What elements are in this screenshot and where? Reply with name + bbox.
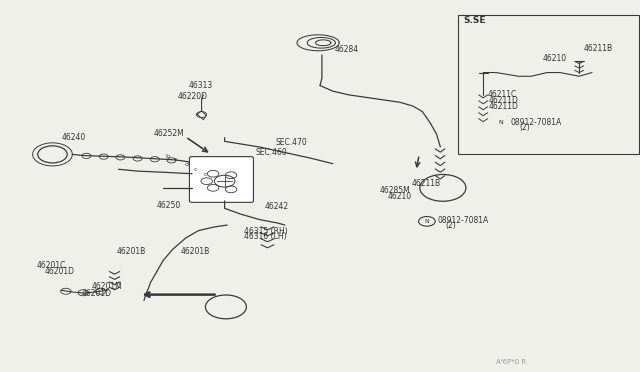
Text: N: N (424, 219, 429, 224)
Text: (2): (2) (445, 221, 456, 230)
Text: 46284: 46284 (335, 45, 359, 54)
Text: 08912-7081A: 08912-7081A (511, 118, 562, 126)
Text: 46250: 46250 (156, 201, 180, 210)
Text: 46211C: 46211C (488, 90, 517, 99)
Text: d: d (184, 162, 188, 167)
Text: 46201D: 46201D (82, 289, 112, 298)
Text: 46210: 46210 (388, 192, 412, 201)
Text: 46252M: 46252M (154, 129, 184, 138)
Text: 46211B: 46211B (412, 179, 441, 187)
Text: 46316 (LH): 46316 (LH) (244, 232, 287, 241)
Text: 46211B: 46211B (584, 44, 613, 53)
Text: 46201B: 46201B (117, 247, 147, 256)
Text: 46285M: 46285M (380, 186, 410, 195)
Text: 46240: 46240 (62, 133, 86, 142)
Text: SEC.460: SEC.460 (256, 148, 288, 157)
Text: 08912-7081A: 08912-7081A (437, 216, 488, 225)
Text: 46211D: 46211D (489, 102, 519, 110)
Text: A'6P*0 R: A'6P*0 R (496, 359, 526, 365)
Text: 46242: 46242 (265, 202, 289, 211)
Bar (458, 15, 639, 154)
FancyBboxPatch shape (189, 157, 253, 202)
Text: S.SE: S.SE (463, 16, 486, 25)
Text: c: c (204, 171, 207, 177)
Text: SEC.470: SEC.470 (275, 138, 307, 147)
Text: 46210: 46210 (543, 54, 567, 63)
Text: c: c (174, 157, 177, 163)
Text: N: N (498, 120, 503, 125)
Text: 46220D: 46220D (178, 92, 208, 101)
Text: 46201M: 46201M (92, 282, 122, 291)
Text: (2): (2) (520, 123, 531, 132)
Text: b: b (165, 154, 169, 160)
Text: 46211D: 46211D (489, 96, 519, 105)
Text: c: c (194, 167, 197, 172)
Text: 46315 (RH): 46315 (RH) (244, 227, 288, 236)
Text: 46201D: 46201D (45, 267, 75, 276)
Text: 46313: 46313 (189, 81, 213, 90)
Text: 46201C: 46201C (37, 262, 67, 270)
Text: 46201B: 46201B (181, 247, 211, 256)
